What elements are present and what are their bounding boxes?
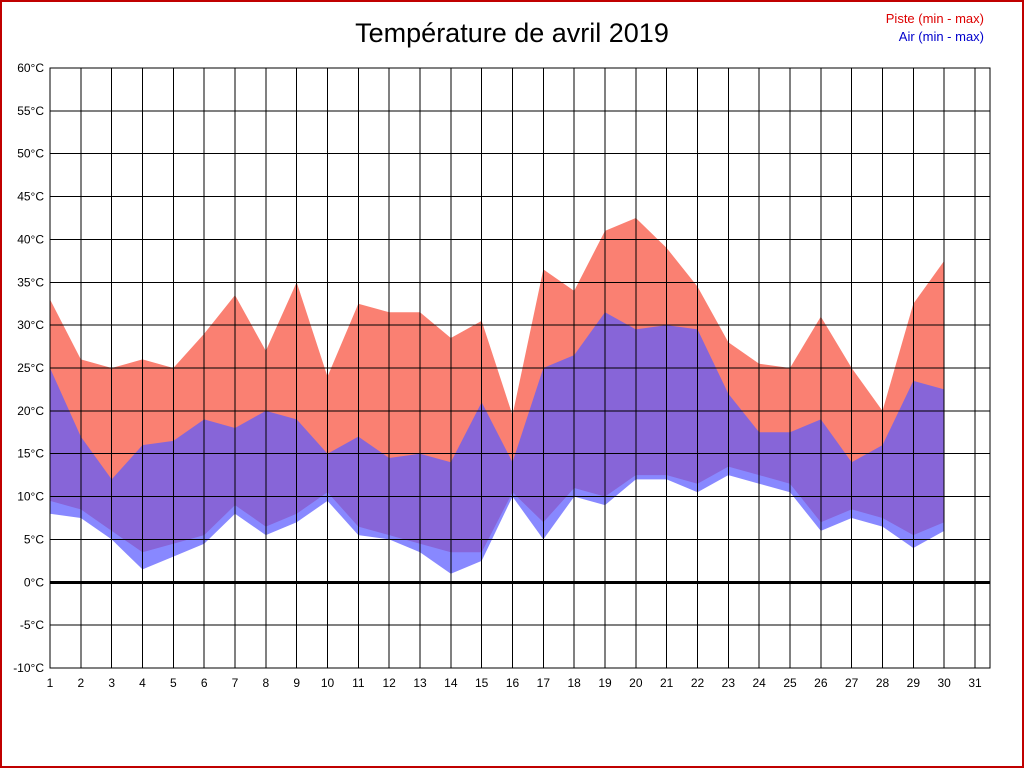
- y-tick-label: 40°C: [17, 232, 44, 246]
- x-tick-label: 30: [937, 676, 951, 690]
- y-tick-label: -5°C: [20, 618, 44, 632]
- y-tick-label: 45°C: [17, 190, 44, 204]
- plot-border: [49, 67, 991, 669]
- legend-air: Air (min - max): [898, 29, 984, 44]
- y-tick-label: 60°C: [17, 61, 44, 75]
- x-tick-label: 20: [629, 676, 643, 690]
- x-tick-label: 29: [907, 676, 921, 690]
- x-tick-label: 13: [413, 676, 427, 690]
- x-tick-label: 5: [170, 676, 177, 690]
- x-tick-label: 2: [77, 676, 84, 690]
- x-tick-label: 6: [201, 676, 208, 690]
- x-tick-label: 19: [598, 676, 612, 690]
- y-tick-label: 10°C: [17, 490, 44, 504]
- y-tick-label: 50°C: [17, 147, 44, 161]
- legend-piste: Piste (min - max): [885, 11, 984, 26]
- x-tick-label: 16: [506, 676, 520, 690]
- x-tick-label: 7: [232, 676, 239, 690]
- x-tick-label: 11: [352, 676, 365, 690]
- x-tick-label: 8: [262, 676, 269, 690]
- x-tick-label: 3: [108, 676, 115, 690]
- x-tick-label: 28: [876, 676, 890, 690]
- y-tick-label: 35°C: [17, 275, 44, 289]
- x-tick-label: 15: [475, 676, 489, 690]
- y-tick-label: 30°C: [17, 318, 44, 332]
- y-tick-label: -10°C: [13, 661, 44, 675]
- y-tick-label: 20°C: [17, 404, 44, 418]
- chart-title: Température de avril 2019: [355, 18, 669, 48]
- x-tick-label: 23: [722, 676, 736, 690]
- x-tick-label: 1: [47, 676, 54, 690]
- y-tick-label: 15°C: [17, 447, 44, 461]
- x-tick-label: 31: [968, 676, 982, 690]
- x-tick-label: 24: [752, 676, 766, 690]
- y-tick-label: 55°C: [17, 104, 44, 118]
- x-tick-label: 18: [567, 676, 581, 690]
- chart-legend: Piste (min - max) Air (min - max): [886, 10, 984, 46]
- y-tick-label: 25°C: [17, 361, 44, 375]
- x-tick-label: 27: [845, 676, 859, 690]
- x-tick-label: 9: [293, 676, 300, 690]
- x-tick-label: 4: [139, 676, 146, 690]
- x-tick-label: 25: [783, 676, 797, 690]
- y-tick-label: 5°C: [24, 532, 44, 546]
- x-tick-label: 14: [444, 676, 458, 690]
- y-tick-label: 0°C: [24, 575, 44, 589]
- air-band-area: [50, 312, 945, 574]
- x-tick-label: 21: [660, 676, 674, 690]
- x-tick-label: 26: [814, 676, 828, 690]
- x-tick-label: 22: [691, 676, 705, 690]
- x-tick-label: 17: [537, 676, 551, 690]
- x-tick-label: 10: [321, 676, 335, 690]
- x-tick-label: 12: [382, 676, 396, 690]
